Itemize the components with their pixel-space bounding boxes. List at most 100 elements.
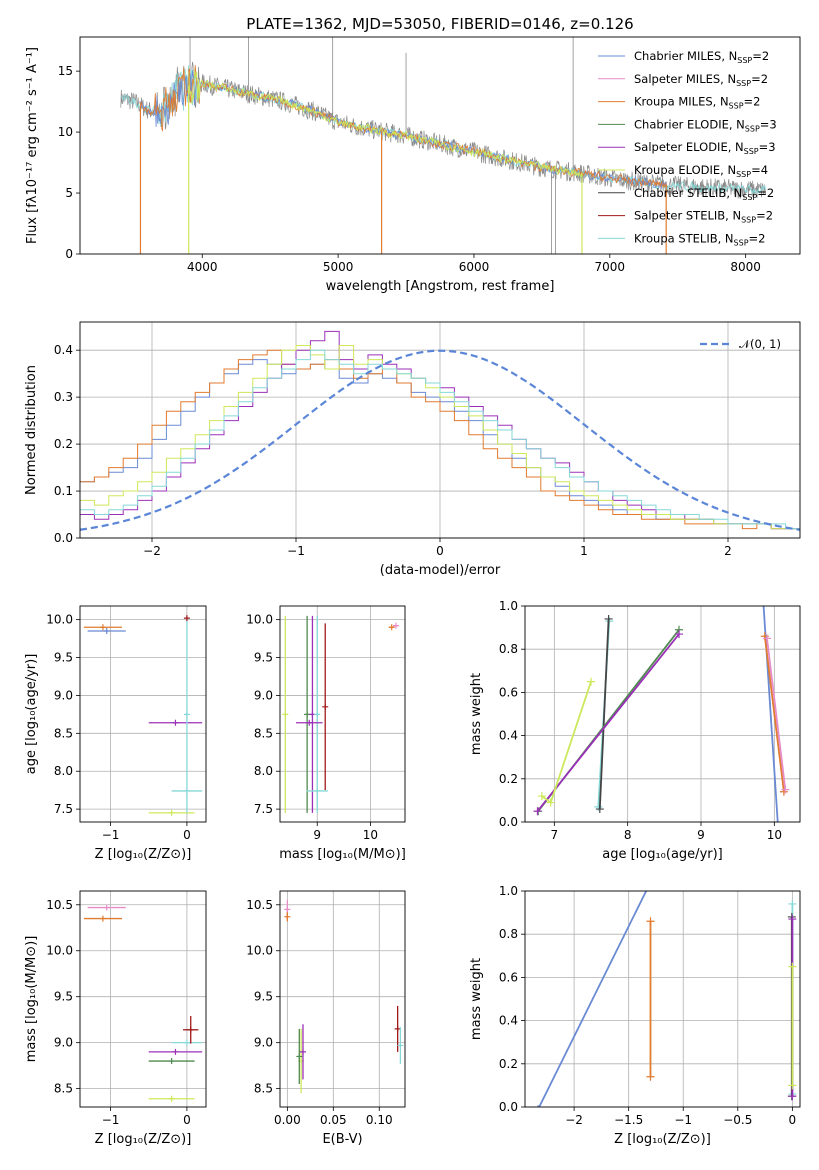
data-point xyxy=(99,915,106,922)
y-tick-label: 10 xyxy=(58,125,73,139)
legend-label: Chabrier ELODIE, NSSP=3 xyxy=(634,117,777,133)
data-point xyxy=(172,719,179,726)
x-tick-label: 9 xyxy=(697,828,705,842)
x-tick-label: −1 xyxy=(102,828,120,842)
y-tick-label: 0.4 xyxy=(54,343,73,357)
x-tick-label: 0.10 xyxy=(366,1113,393,1127)
y-tick-label: 0.6 xyxy=(499,685,518,699)
y-tick-label: 10.0 xyxy=(46,613,73,627)
x-tick-label: −1 xyxy=(287,544,305,558)
data-point xyxy=(187,1026,194,1033)
data-point xyxy=(306,719,313,726)
data-point xyxy=(103,904,110,911)
y-tick-label: 0.6 xyxy=(499,970,518,984)
weight-point xyxy=(604,614,613,623)
y-tick-label: 9.0 xyxy=(54,1036,73,1050)
data-point xyxy=(394,1025,401,1032)
y-tick-label: 10.0 xyxy=(246,613,273,627)
data-point xyxy=(296,1053,303,1060)
y-tick-label: 1.0 xyxy=(499,884,518,898)
y-tick-label: 9.5 xyxy=(54,651,73,665)
x-tick-label: 7000 xyxy=(595,260,626,274)
y-axis-label: Normed distribution xyxy=(24,365,39,495)
x-tick-label: −2 xyxy=(143,544,161,558)
x-axis-label: mass [log₁₀(M/M⊙)] xyxy=(279,847,406,862)
weight-point xyxy=(759,598,767,606)
data-point xyxy=(183,615,190,622)
axes-frame xyxy=(79,605,207,823)
weight-series-line xyxy=(536,633,680,812)
weight-point xyxy=(781,785,790,794)
weight-point xyxy=(595,805,604,814)
y-tick-label: 8.0 xyxy=(54,764,73,778)
x-tick-label: 5000 xyxy=(323,260,354,274)
y-tick-label: 10.0 xyxy=(46,944,73,958)
weight-point xyxy=(537,1105,539,1107)
y-tick-label: 10.5 xyxy=(46,898,73,912)
weight-point xyxy=(763,634,771,643)
x-tick-label: 10 xyxy=(767,828,782,842)
x-tick-label: 0 xyxy=(436,544,444,558)
data-point xyxy=(322,703,329,710)
y-tick-label: 0.0 xyxy=(499,815,518,829)
y-tick-label: 8.5 xyxy=(54,1082,73,1096)
plot-area xyxy=(120,37,767,254)
x-tick-label: −0.5 xyxy=(723,1113,752,1127)
chart-title: PLATE=1362, MJD=53050, FIBERID=0146, z=0… xyxy=(246,15,633,33)
x-tick-label: 8000 xyxy=(730,260,761,274)
y-tick-label: 5 xyxy=(65,186,73,200)
legend-label: Kroupa ELODIE, NSSP=4 xyxy=(634,163,768,179)
spectrum-legend: Chabrier MILES, NSSP=2 Salpeter MILES, NS… xyxy=(598,49,777,247)
data-point xyxy=(99,624,106,631)
plot-area xyxy=(533,598,790,822)
x-tick-label: 0 xyxy=(183,1113,191,1127)
weight-point xyxy=(644,883,652,891)
data-point xyxy=(172,1048,179,1055)
model-spectrum-line xyxy=(188,70,583,178)
weight-series-line xyxy=(541,681,592,805)
weight-point xyxy=(675,630,683,639)
weight-point xyxy=(537,792,546,801)
y-tick-label: 0.2 xyxy=(54,437,73,451)
weight-point xyxy=(646,917,655,926)
y-tick-label: 7.5 xyxy=(254,802,273,816)
weight-point xyxy=(779,787,788,796)
data-point xyxy=(388,624,395,631)
y-tick-label: 8.5 xyxy=(54,726,73,740)
x-axis-label: Z [log₁₀(Z/Z⊙)] xyxy=(95,847,192,862)
legend-label: Salpeter MILES, NSSP=2 xyxy=(634,72,768,88)
plot-area xyxy=(282,615,399,813)
x-tick-label: 0 xyxy=(183,828,191,842)
y-tick-label: 0.2 xyxy=(499,1057,518,1071)
plot-area xyxy=(537,883,797,1107)
weight-point xyxy=(788,962,797,971)
x-tick-label: 0.00 xyxy=(274,1113,301,1127)
data-point xyxy=(183,1039,190,1046)
data-point xyxy=(314,711,321,718)
axes-frame xyxy=(279,605,406,823)
plot-area xyxy=(83,615,203,816)
y-tick-label: 9.5 xyxy=(254,651,273,665)
y-axis-label: mass [log₁₀(M/M⊙)] xyxy=(24,936,39,1063)
x-tick-label: 0.05 xyxy=(320,1113,347,1127)
axes-age-vs-mass: 9 10 7.5 8.0 8.5 9.0 9.5 10.0 mass [log₁₀(M/M⊙)] xyxy=(246,605,406,862)
y-tick-label: 9.5 xyxy=(254,990,273,1004)
x-tick-label: −1 xyxy=(102,1113,120,1127)
y-tick-label: 0.8 xyxy=(499,642,518,656)
x-tick-label: −1 xyxy=(674,1113,692,1127)
weight-series-line xyxy=(766,638,787,790)
axes-frame xyxy=(279,890,406,1108)
plot-area xyxy=(80,330,800,531)
axes-frame xyxy=(79,890,207,1108)
x-tick-label: 8 xyxy=(624,828,632,842)
x-tick-label: 0 xyxy=(789,1113,797,1127)
x-tick-label: −1.5 xyxy=(614,1113,643,1127)
x-tick-label: 9 xyxy=(313,828,321,842)
y-tick-label: 9.0 xyxy=(254,1036,273,1050)
data-point xyxy=(397,1042,404,1049)
weight-point xyxy=(788,1092,797,1101)
axes-age-vs-Z: −1 0 7.5 8.0 8.5 9.0 9.5 10.0 Z [log₁₀(Z/Z⊙)] age… xyxy=(24,605,207,862)
data-point xyxy=(284,906,291,913)
axes-mass-vs-EBV: 0.00 0.05 0.10 8.5 9.0 9.5 10.0 10.5 E(B-V) xyxy=(246,890,406,1147)
y-tick-label: 9.0 xyxy=(254,688,273,702)
